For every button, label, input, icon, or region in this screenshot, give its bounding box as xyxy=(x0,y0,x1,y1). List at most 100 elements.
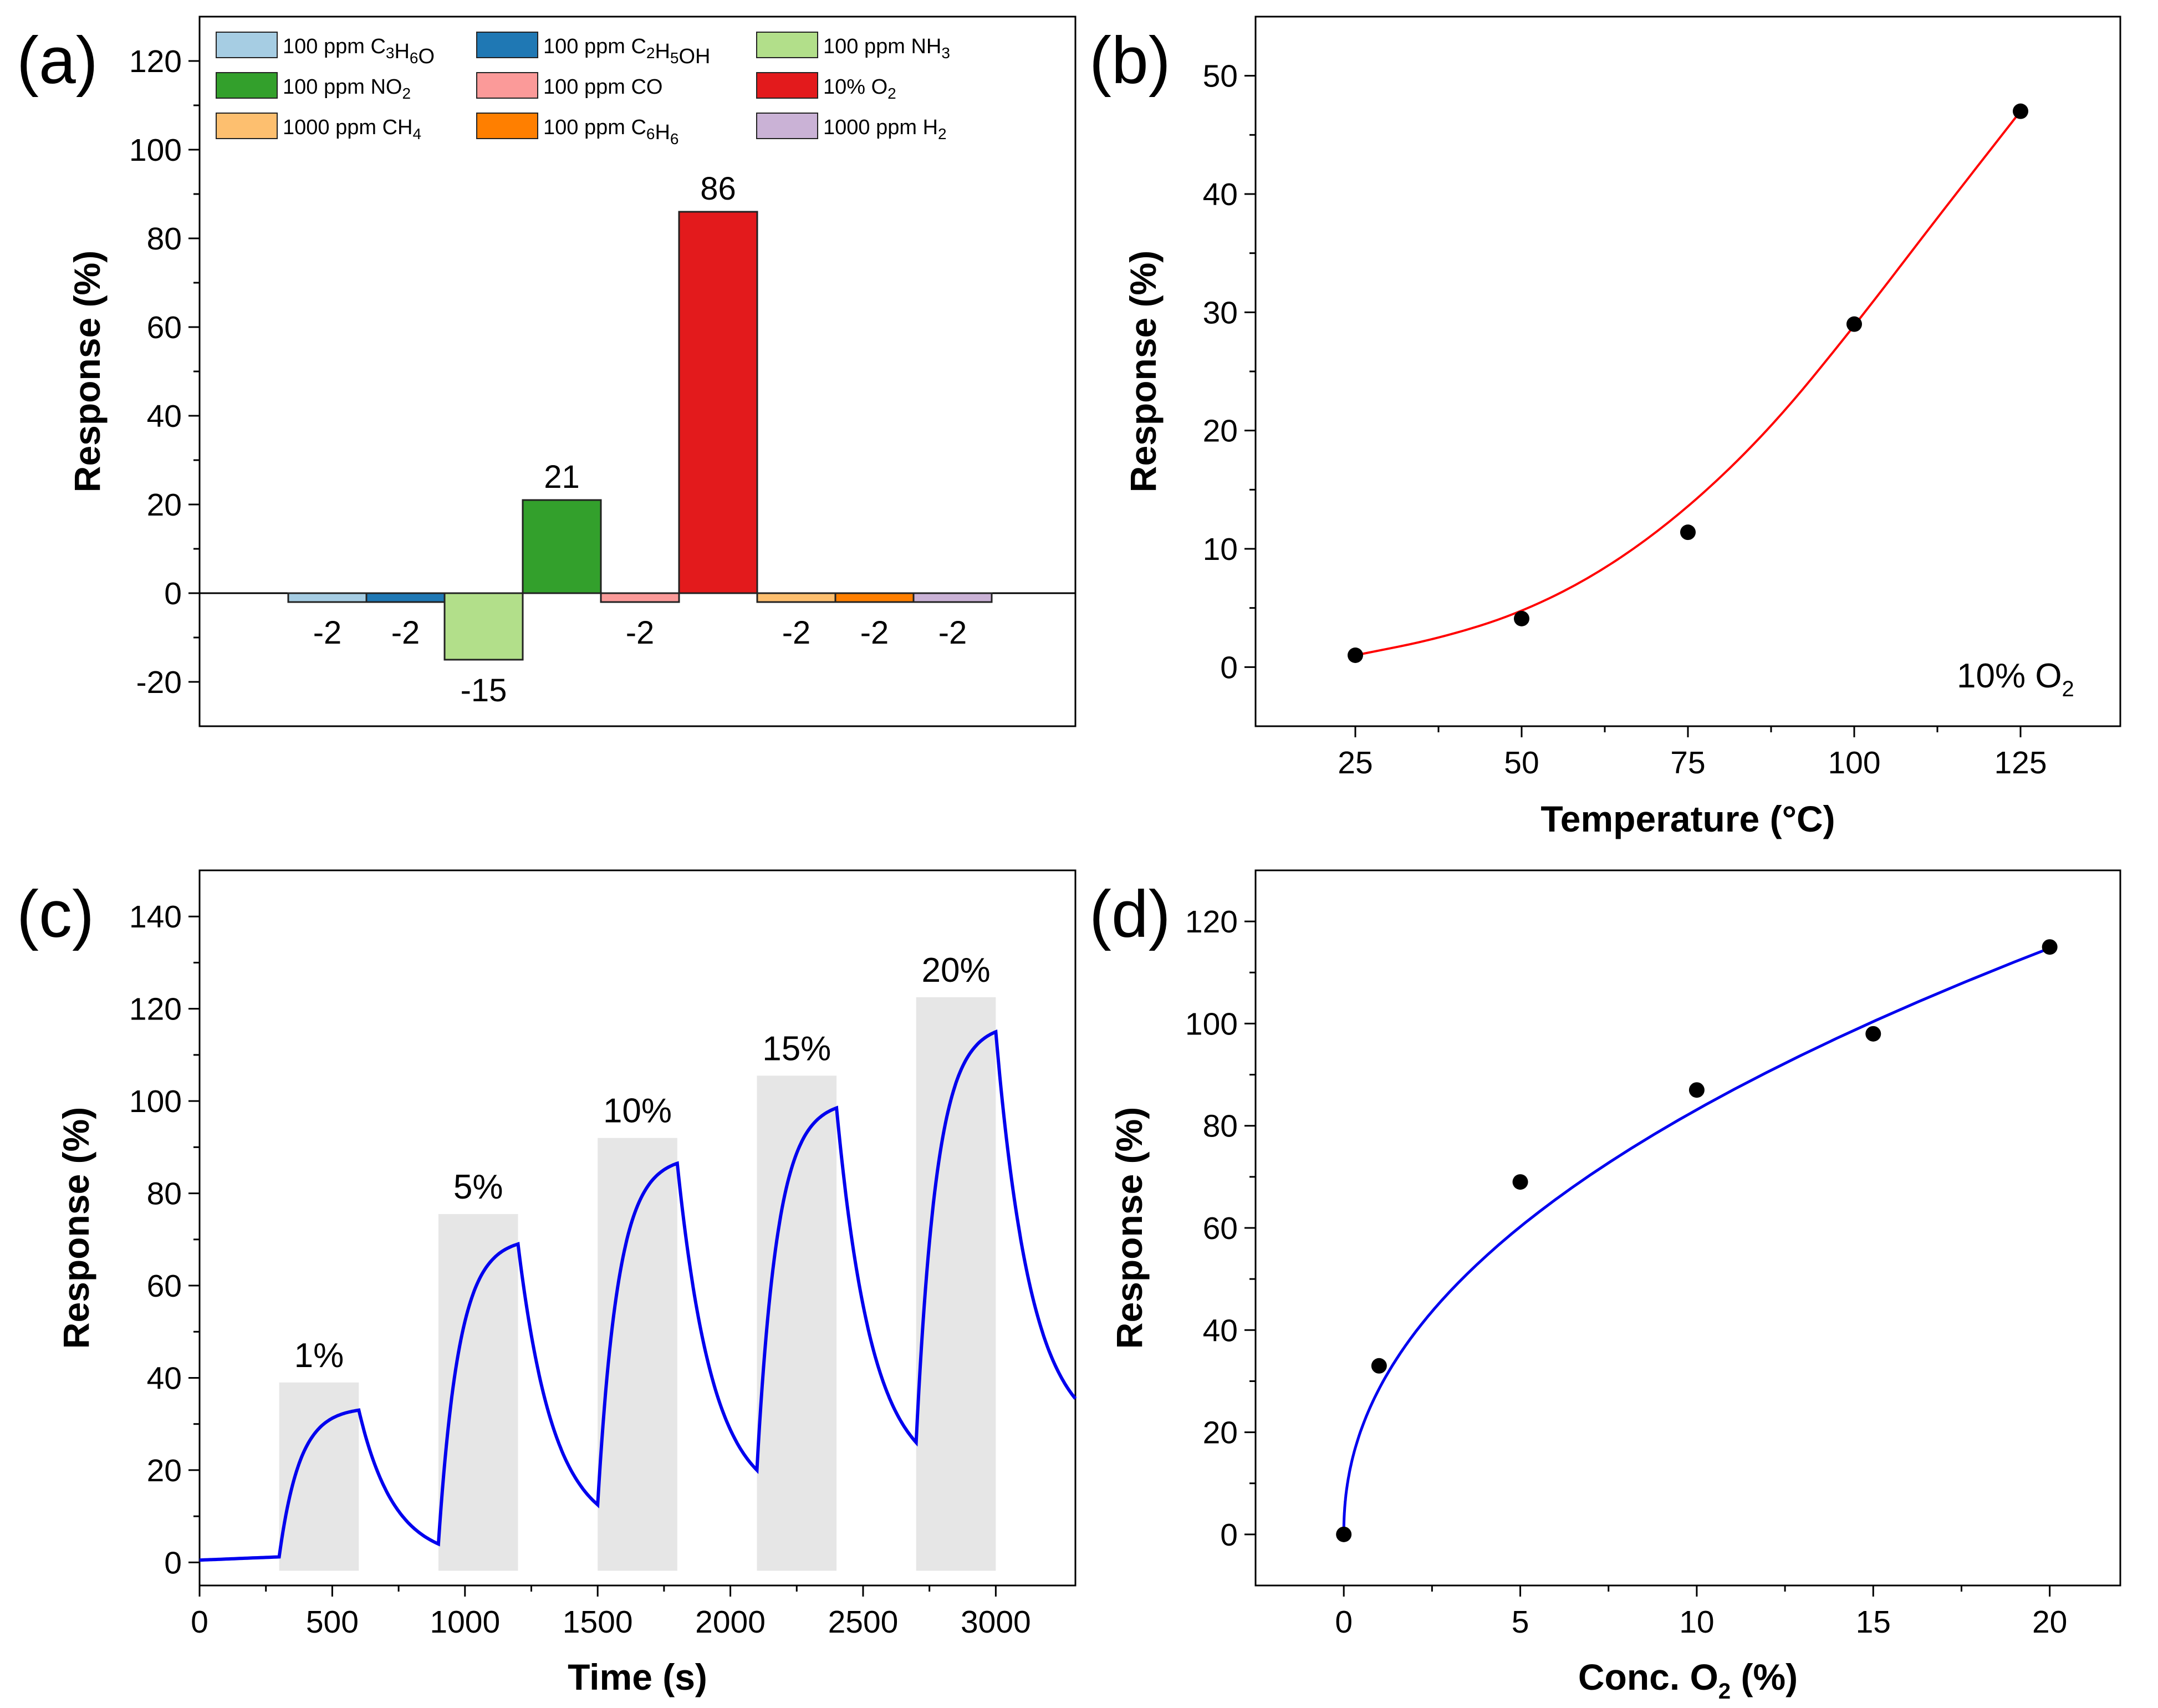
d-data-point xyxy=(1336,1526,1352,1542)
d-y-tick-label: 80 xyxy=(1203,1109,1238,1144)
c-x-tick-label: 2000 xyxy=(695,1604,766,1640)
b-y-tick-label: 10 xyxy=(1203,532,1238,567)
legend-swatch xyxy=(476,72,538,99)
panel-c-frame xyxy=(198,869,1077,1587)
a-y-tick-label: 60 xyxy=(147,310,182,345)
bar-value-label: -2 xyxy=(860,615,889,651)
bar-4 xyxy=(600,592,680,603)
legend-swatch xyxy=(216,113,278,139)
d-data-point xyxy=(1371,1358,1387,1374)
bar-3 xyxy=(522,499,602,594)
panel-b-frame xyxy=(1254,16,2121,727)
d-fit-curve xyxy=(1342,946,2050,1534)
d-x-tick-label: 20 xyxy=(2032,1604,2067,1640)
c-gas-pulse-box xyxy=(279,1382,359,1571)
b-x-tick-label: 125 xyxy=(1994,745,2047,781)
d-data-point xyxy=(1512,1174,1528,1190)
bar-value-label: -2 xyxy=(782,615,811,651)
c-y-tick-label: 120 xyxy=(129,992,182,1027)
b-y-tick-label: 30 xyxy=(1203,295,1238,330)
b-data-point xyxy=(1680,524,1696,541)
panel-d: (d) 0 20 40 60 80 100 120 0 5 10 15 20 Response (%)… xyxy=(1089,869,2121,1704)
bar-2 xyxy=(443,592,524,661)
panel-c-label: (c) xyxy=(17,877,94,951)
c-gas-pulse-box xyxy=(438,1214,518,1571)
legend-entry: 100 ppm C2H5OH xyxy=(543,35,711,68)
c-x-tick-label: 0 xyxy=(191,1604,208,1640)
a-y-tick-label: -20 xyxy=(136,665,182,700)
legend-swatch xyxy=(216,72,278,99)
panel-d-frame xyxy=(1254,869,2121,1587)
legend-entry: 10% O2 xyxy=(823,75,896,102)
c-y-tick-label: 80 xyxy=(147,1176,182,1212)
legend-swatch xyxy=(756,72,818,99)
d-y-tick-label: 40 xyxy=(1203,1313,1238,1348)
panel-b-label: (b) xyxy=(1089,23,1171,98)
c-x-tick-label: 500 xyxy=(306,1604,359,1640)
b-x-tick-label: 25 xyxy=(1338,745,1373,781)
a-y-tick-label: 120 xyxy=(129,44,182,79)
c-pulse-label: 15% xyxy=(762,1029,831,1068)
panel-d-plot xyxy=(1336,939,2058,1542)
panel-d-label: (d) xyxy=(1089,877,1171,951)
c-gas-pulse-box xyxy=(757,1075,837,1571)
panel-b-ticks: 0 10 20 30 40 50 25 50 75 100 125 xyxy=(1203,59,2047,781)
c-pulse-label: 10% xyxy=(603,1092,672,1130)
panel-a-bars: -2 -2 -15 21 -2 86 -2 -2 -2 xyxy=(200,171,1075,708)
d-y-tick-label: 120 xyxy=(1185,904,1238,940)
panel-d-ticks: 0 20 40 60 80 100 120 0 5 10 15 20 xyxy=(1185,904,2067,1640)
d-x-tick-label: 10 xyxy=(1679,1604,1714,1640)
legend-swatch xyxy=(756,113,818,139)
c-x-tick-label: 1000 xyxy=(430,1604,500,1640)
legend-swatch xyxy=(756,32,818,58)
c-y-tick-label: 140 xyxy=(129,899,182,935)
legend-entry: 1000 ppm H2 xyxy=(823,116,947,142)
a-y-tick-label: 80 xyxy=(147,221,182,257)
legend-entry: 100 ppm NO2 xyxy=(283,75,411,102)
b-data-point xyxy=(2013,103,2028,119)
panel-c-ticks: 0 20 40 60 80 100 120 140 0 500 1000 1500 2000 2500 30… xyxy=(129,899,1031,1640)
d-y-tick-label: 20 xyxy=(1203,1415,1238,1451)
bar-8 xyxy=(912,592,993,603)
bar-1 xyxy=(365,592,446,603)
b-data-point xyxy=(1348,647,1363,663)
b-x-tick-label: 50 xyxy=(1504,745,1539,781)
panel-a-legend: 100 ppm C3H6O 100 ppm C2H5OH 100 ppm NH3 10… xyxy=(216,32,950,147)
b-y-tick-label: 40 xyxy=(1203,177,1238,212)
c-y-tick-label: 20 xyxy=(147,1453,182,1488)
d-x-tick-label: 5 xyxy=(1512,1604,1529,1640)
legend-swatch xyxy=(476,32,538,58)
panel-b-annotation: 10% O2 xyxy=(1957,657,2074,701)
d-y-tick-label: 100 xyxy=(1185,1006,1238,1042)
legend-entry: 100 ppm C3H6O xyxy=(283,35,435,68)
legend-entry: 1000 ppm CH4 xyxy=(283,116,421,142)
panel-a-y-label: Response (%) xyxy=(67,251,108,492)
bar-value-label: -2 xyxy=(391,615,420,651)
c-pulse-label: 20% xyxy=(921,951,990,990)
c-gas-pulse-box xyxy=(916,997,996,1571)
b-y-tick-label: 20 xyxy=(1203,414,1238,449)
bar-7 xyxy=(834,592,915,603)
a-y-tick-label: 40 xyxy=(147,399,182,434)
c-response-line xyxy=(199,1029,1077,1562)
b-x-tick-label: 75 xyxy=(1670,745,1705,781)
panel-c: (c) 0 20 40 60 80 100 120 140 0 500 1000 1500 2000 25… xyxy=(17,869,1077,1697)
c-y-tick-label: 100 xyxy=(129,1084,182,1119)
b-data-point xyxy=(1514,610,1529,626)
bar-value-label: 86 xyxy=(700,171,736,207)
panel-a-label: (a) xyxy=(17,23,98,98)
b-y-tick-label: 50 xyxy=(1203,59,1238,94)
d-x-tick-label: 0 xyxy=(1335,1604,1353,1640)
c-y-tick-label: 60 xyxy=(147,1268,182,1304)
panel-b-y-label: Response (%) xyxy=(1123,251,1164,492)
legend-entry: 100 ppm NH3 xyxy=(823,35,950,62)
c-y-tick-label: 40 xyxy=(147,1360,182,1396)
legend-entry: 100 ppm C6H6 xyxy=(543,116,679,147)
bar-value-label: -15 xyxy=(461,672,507,708)
bar-value-label: -2 xyxy=(626,615,655,651)
d-data-point xyxy=(2042,939,2058,955)
bar-6 xyxy=(756,592,836,603)
panel-a-y-ticks: -20 0 20 40 60 80 100 120 xyxy=(129,44,200,700)
c-x-tick-label: 3000 xyxy=(961,1604,1031,1640)
